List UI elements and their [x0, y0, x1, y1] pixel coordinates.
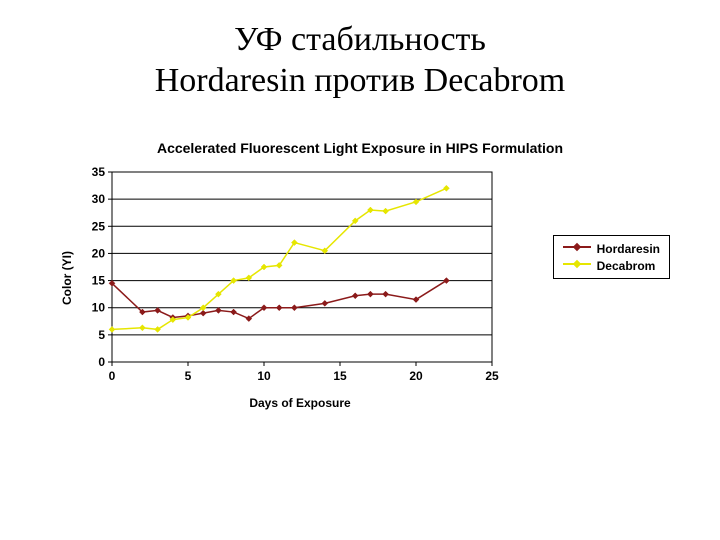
legend: Hordaresin Decabrom: [553, 235, 670, 279]
chart: Accelerated Fluorescent Light Exposure i…: [60, 140, 660, 400]
svg-text:25: 25: [92, 219, 106, 233]
svg-text:15: 15: [92, 274, 106, 288]
legend-row-hordaresin: Hordaresin: [560, 240, 663, 257]
svg-text:10: 10: [92, 301, 106, 315]
svg-text:20: 20: [92, 246, 106, 260]
plot-svg: 0 5 10 15 20 25 30 35 0 5 10 15 20 25: [80, 166, 500, 390]
legend-table: Hordaresin Decabrom: [560, 240, 663, 274]
legend-label-hordaresin: Hordaresin: [594, 240, 663, 257]
svg-text:25: 25: [485, 369, 499, 383]
x-axis-label: Days of Exposure: [110, 396, 490, 410]
svg-text:35: 35: [92, 166, 106, 179]
slide-title: УФ стабильность Hordaresin против Decabr…: [0, 0, 720, 102]
svg-text:0: 0: [109, 369, 116, 383]
slide: УФ стабильность Hordaresin против Decabr…: [0, 0, 720, 540]
svg-text:5: 5: [185, 369, 192, 383]
svg-text:15: 15: [333, 369, 347, 383]
chart-title: Accelerated Fluorescent Light Exposure i…: [60, 140, 660, 156]
svg-text:20: 20: [409, 369, 423, 383]
title-line-2: Hordaresin против Decabrom: [155, 62, 566, 99]
svg-text:0: 0: [98, 355, 105, 369]
svg-text:30: 30: [92, 192, 106, 206]
legend-row-decabrom: Decabrom: [560, 257, 663, 274]
legend-label-decabrom: Decabrom: [594, 257, 663, 274]
svg-text:5: 5: [98, 328, 105, 342]
title-line-1: УФ стабильность: [234, 21, 486, 58]
svg-text:10: 10: [257, 369, 271, 383]
y-axis-label: Color (YI): [60, 251, 74, 305]
legend-swatch-decabrom: [560, 257, 594, 274]
legend-swatch-hordaresin: [560, 240, 594, 257]
